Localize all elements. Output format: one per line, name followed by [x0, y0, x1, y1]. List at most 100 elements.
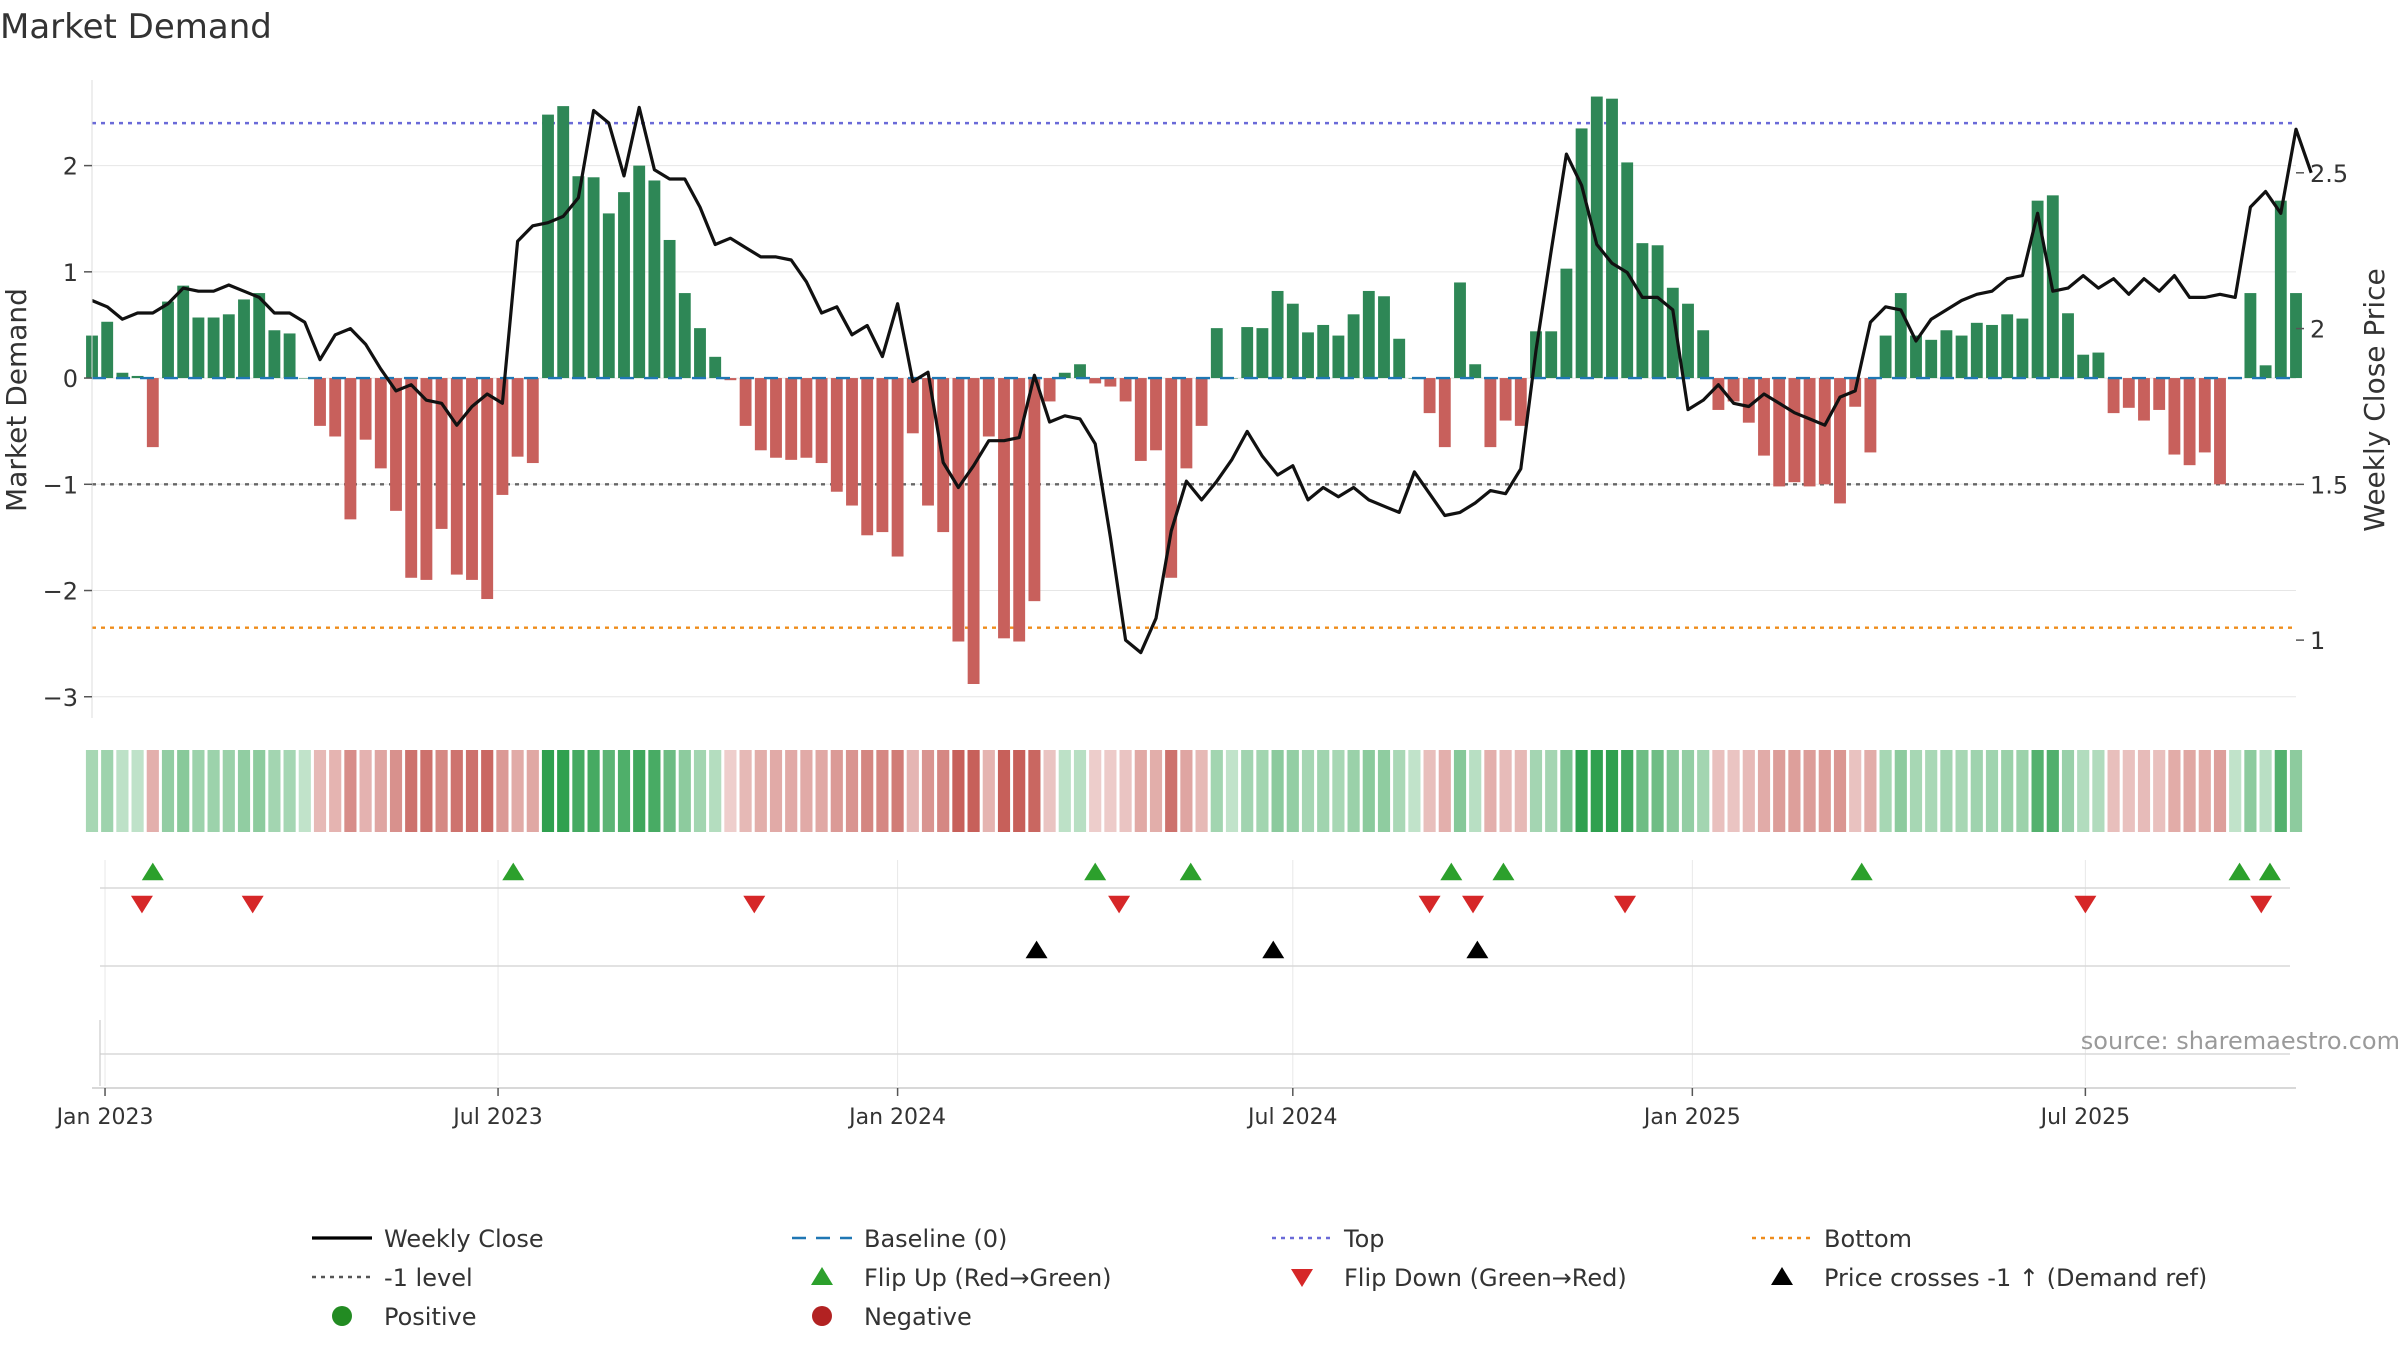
strip-cell	[769, 750, 783, 832]
demand-bar	[1818, 378, 1831, 485]
demand-bar	[1986, 324, 1998, 379]
strip-cell	[1043, 750, 1056, 832]
strip-cell	[511, 750, 524, 832]
demand-bar	[496, 378, 509, 495]
demand-bar	[815, 378, 828, 464]
demand-bar	[739, 378, 752, 426]
strip-cell	[192, 750, 205, 832]
strip-cell	[161, 750, 175, 832]
demand-bar	[1347, 314, 1360, 379]
demand-bar	[557, 106, 570, 379]
demand-heat-strip	[85, 750, 2303, 832]
legend-label: Bottom	[1824, 1225, 1912, 1253]
strip-cell	[1894, 750, 1907, 832]
strip-cell	[405, 750, 418, 832]
strip-cell	[2061, 750, 2075, 832]
flip-down-marker	[1462, 895, 1485, 914]
flip-up-marker	[1440, 862, 1463, 881]
strip-cell	[876, 750, 889, 832]
legend-label: Baseline (0)	[864, 1225, 1007, 1253]
demand-bar	[2077, 354, 2090, 379]
strip-cell	[2092, 750, 2105, 832]
strip-cell	[1636, 750, 1649, 832]
demand-bar	[1469, 364, 1482, 379]
strip-cell	[207, 750, 220, 832]
flip-down-marker	[2074, 895, 2097, 914]
demand-bar	[1910, 335, 1922, 379]
demand-bar	[238, 299, 250, 379]
demand-bar	[1727, 378, 1740, 402]
demand-bar	[329, 378, 342, 437]
demand-bar	[1514, 378, 1527, 426]
demand-bar	[876, 378, 889, 533]
demand-bar	[1788, 378, 1801, 483]
legend-item: Top	[1272, 1225, 1385, 1253]
strip-cell	[1727, 750, 1740, 832]
demand-bar	[359, 378, 372, 440]
grid-layer	[92, 165, 2296, 1086]
legend-label: Top	[1343, 1225, 1385, 1253]
strip-cell	[572, 750, 585, 832]
strip-cell	[937, 750, 950, 832]
strip-cell	[1149, 750, 1163, 832]
strip-cell	[2031, 750, 2044, 832]
flip-up-marker	[2258, 862, 2281, 881]
demand-bar	[1286, 303, 1299, 379]
strip-cell	[1377, 750, 1391, 832]
demand-bar	[268, 330, 281, 379]
demand-bar	[1089, 378, 1102, 384]
chart-title: Market Demand	[0, 7, 272, 47]
flip-up-marker	[1850, 862, 1873, 881]
demand-bar	[1165, 378, 1178, 578]
demand-bar	[1134, 378, 1147, 461]
source-credit: source: sharemaestro.com	[2081, 1027, 2400, 1055]
demand-bar	[1028, 378, 1041, 602]
strip-cell	[1773, 750, 1786, 832]
flip-up-marker	[502, 862, 525, 881]
demand-bar	[2198, 378, 2211, 453]
demand-bar	[1773, 378, 1786, 487]
strip-cell	[1879, 750, 1892, 832]
strip-cell	[1453, 750, 1467, 832]
legend-swatch-triangle-down	[1291, 1269, 1313, 1287]
strip-cell	[982, 750, 995, 832]
strip-cell	[2122, 750, 2135, 832]
demand-bar	[390, 378, 402, 511]
x-tick-label: Jan 2023	[55, 1105, 154, 1130]
strip-cell	[1423, 750, 1436, 832]
y-tick-label-left: −1	[43, 471, 78, 499]
demand-bar	[1651, 245, 1664, 379]
strip-cell	[785, 750, 798, 832]
strip-cell	[496, 750, 509, 832]
strip-cell	[435, 750, 448, 832]
demand-bar	[466, 378, 478, 580]
strip-cell	[1362, 750, 1375, 832]
strip-cell	[800, 750, 813, 832]
demand-bar	[754, 378, 767, 451]
strip-cell	[1104, 750, 1117, 832]
demand-bar	[1454, 282, 1466, 379]
demand-bar	[2031, 200, 2044, 379]
strip-cell	[1940, 750, 1953, 832]
demand-bar	[770, 378, 782, 458]
demand-bar	[162, 301, 174, 379]
strip-cell	[1697, 750, 1710, 832]
demand-bar	[1438, 378, 1451, 448]
strip-cell	[1271, 750, 1284, 832]
strip-cell	[116, 750, 129, 832]
demand-bar	[2092, 352, 2105, 379]
demand-bar	[146, 378, 159, 448]
axes: 2 1 0 −1 −2 −3 2.5 2 1.5 1	[43, 80, 2348, 718]
flip-down-marker	[1108, 895, 1131, 914]
strip-cell	[2244, 750, 2257, 832]
strip-cell	[815, 750, 828, 832]
strip-cell	[891, 750, 904, 832]
strip-cell	[146, 750, 159, 832]
demand-bar	[1621, 162, 1634, 379]
strip-cell	[602, 750, 615, 832]
demand-bar	[1043, 378, 1056, 402]
demand-bar	[1013, 378, 1026, 642]
strip-cell	[344, 750, 357, 832]
strip-cell	[2274, 750, 2287, 832]
